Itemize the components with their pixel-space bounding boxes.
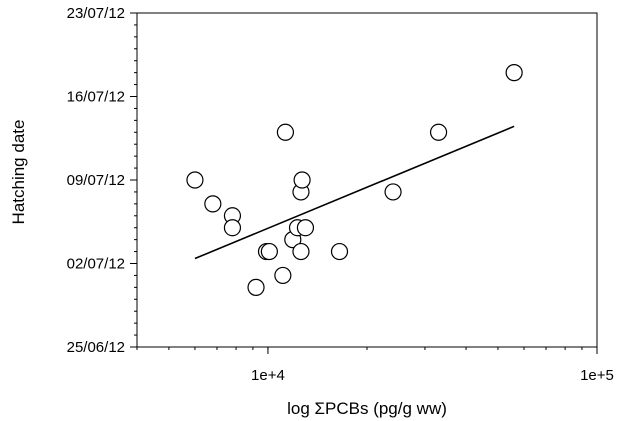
y-tick-label: 25/06/12	[67, 339, 125, 356]
plot-area	[136, 12, 598, 348]
data-point	[296, 219, 315, 237]
trendline	[194, 125, 515, 260]
data-point	[223, 219, 242, 237]
data-point	[429, 123, 448, 141]
y-tick-label: 16/07/12	[67, 89, 125, 106]
x-tick-label: 1e+4	[251, 367, 285, 384]
data-point	[505, 64, 523, 82]
data-point	[260, 242, 278, 261]
y-axis-ticks: 25/06/12 02/07/12 09/07/12 16/07/12 23/07/12	[67, 5, 137, 356]
data-point	[293, 171, 311, 189]
data-point	[292, 242, 310, 261]
x-axis-ticks: 1e+4 1e+5	[136, 347, 614, 384]
x-axis-title: log ΣPCBs (pg/g ww)	[287, 399, 447, 418]
y-tick-label: 23/07/12	[67, 5, 125, 22]
y-tick-label: 02/07/12	[67, 256, 125, 273]
data-point	[204, 195, 222, 213]
data-point	[274, 266, 292, 285]
y-tick-label: 09/07/12	[67, 172, 125, 189]
y-axis-title: Hatching date	[9, 120, 28, 225]
plot-frame	[136, 12, 598, 348]
trendline-group	[194, 125, 515, 260]
data-point	[186, 171, 204, 189]
data-point	[330, 242, 349, 261]
data-point	[276, 123, 295, 141]
data-points	[186, 64, 523, 296]
data-point	[247, 278, 265, 296]
x-tick-label: 1e+5	[580, 367, 614, 384]
data-point	[384, 183, 402, 201]
